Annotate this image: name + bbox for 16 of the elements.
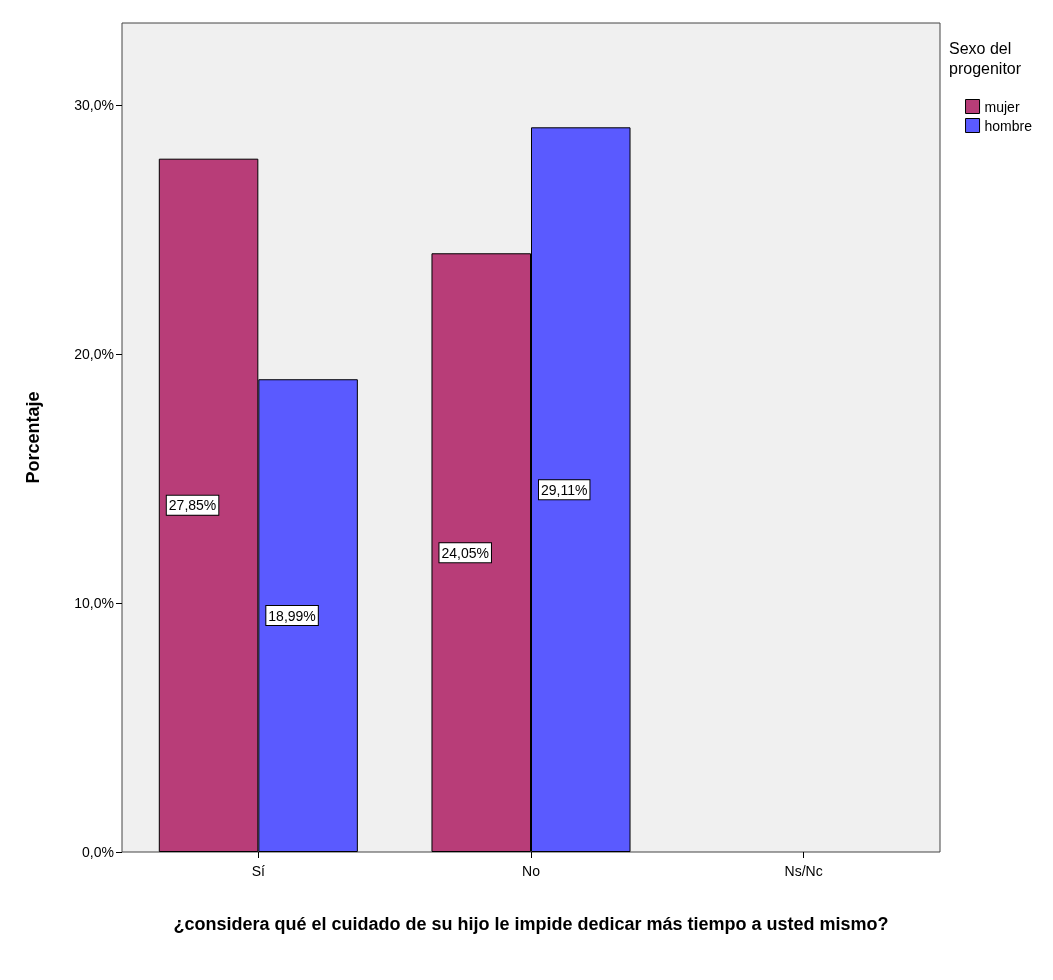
x-tick-label: Ns/Nc — [784, 863, 823, 879]
legend-title: Sexo del progenitor — [949, 39, 1022, 77]
y-tick-label: 10,0% — [74, 595, 114, 612]
data-label: 27,85% — [168, 497, 217, 514]
data-label: 29,11% — [541, 481, 588, 498]
x-tick-label: Sí — [251, 863, 266, 879]
y-tick-label: 0,0% — [82, 844, 114, 860]
data-label: 24,05% — [441, 544, 489, 561]
legend-label: mujer — [984, 98, 1020, 115]
x-axis-title: ¿considera qué el cuidado de su hijo le impide dedicar más tiempo a usted mismo? — [173, 914, 889, 934]
y-tick-label: 20,0% — [74, 346, 114, 363]
x-tick-label: No — [522, 863, 541, 879]
y-axis-title: Porcentaje — [23, 391, 43, 484]
y-tick-label: 30,0% — [74, 97, 114, 114]
legend-label: hombre — [984, 117, 1033, 134]
data-label: 18,99% — [268, 607, 316, 624]
